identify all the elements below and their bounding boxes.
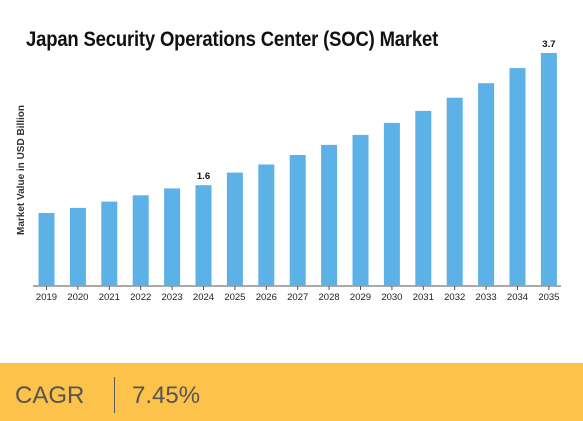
x-tick-label-2033: 2033 [476, 292, 497, 303]
bar-2029 [352, 134, 369, 286]
x-tick-label-2023: 2023 [162, 292, 183, 303]
x-tick-label-2035: 2035 [538, 292, 559, 303]
bar-2030 [383, 122, 400, 287]
data-label-2035: 3.7 [542, 39, 555, 50]
bar-2027 [289, 155, 306, 286]
data-label-2024: 1.6 [197, 171, 210, 182]
x-tick-label-2026: 2026 [256, 292, 277, 303]
chart-title: Japan Security Operations Center (SOC) M… [26, 28, 439, 51]
bar-2019 [38, 213, 55, 286]
bar-2024 [195, 185, 212, 286]
x-tick-label-2024: 2024 [193, 292, 214, 303]
y-axis-label: Market Value in USD Billion [16, 105, 27, 235]
bar-2033 [478, 83, 495, 286]
bar-2034 [509, 68, 526, 286]
x-tick-label-2019: 2019 [36, 292, 57, 303]
cagr-banner: CAGR 7.45% [0, 363, 583, 421]
cagr-value: 7.45% [132, 382, 201, 409]
x-tick-label-2034: 2034 [507, 292, 528, 303]
cagr-divider [114, 377, 115, 413]
bar-2026 [258, 164, 275, 286]
x-ticks-group: 2019 2020 2021 2022 2023 2024 2025 2026 2027 2028… [36, 286, 559, 303]
bar-2035 [540, 53, 557, 286]
bars-group [38, 53, 557, 287]
x-tick-label-2020: 2020 [67, 292, 88, 303]
x-tick-label-2028: 2028 [319, 292, 340, 303]
bar-2025 [226, 172, 243, 286]
bar-2032 [446, 97, 463, 286]
cagr-label: CAGR [15, 382, 85, 409]
x-tick-label-2032: 2032 [444, 292, 465, 303]
x-tick-label-2027: 2027 [287, 292, 308, 303]
x-tick-label-2025: 2025 [224, 292, 245, 303]
data-labels-group: 1.6 3.7 [197, 39, 556, 182]
bar-2021 [101, 201, 118, 286]
bar-2031 [415, 110, 432, 287]
bar-2028 [321, 144, 338, 286]
x-tick-label-2029: 2029 [350, 292, 371, 303]
bar-2023 [164, 188, 181, 286]
bar-2022 [132, 195, 149, 286]
bar-2020 [69, 207, 86, 286]
x-tick-label-2021: 2021 [99, 292, 120, 303]
x-tick-label-2031: 2031 [413, 292, 434, 303]
x-tick-label-2022: 2022 [130, 292, 151, 303]
bar-chart: Market Value in USD Billion 2019 2020 2021… [16, 39, 561, 303]
x-tick-label-2030: 2030 [381, 292, 402, 303]
